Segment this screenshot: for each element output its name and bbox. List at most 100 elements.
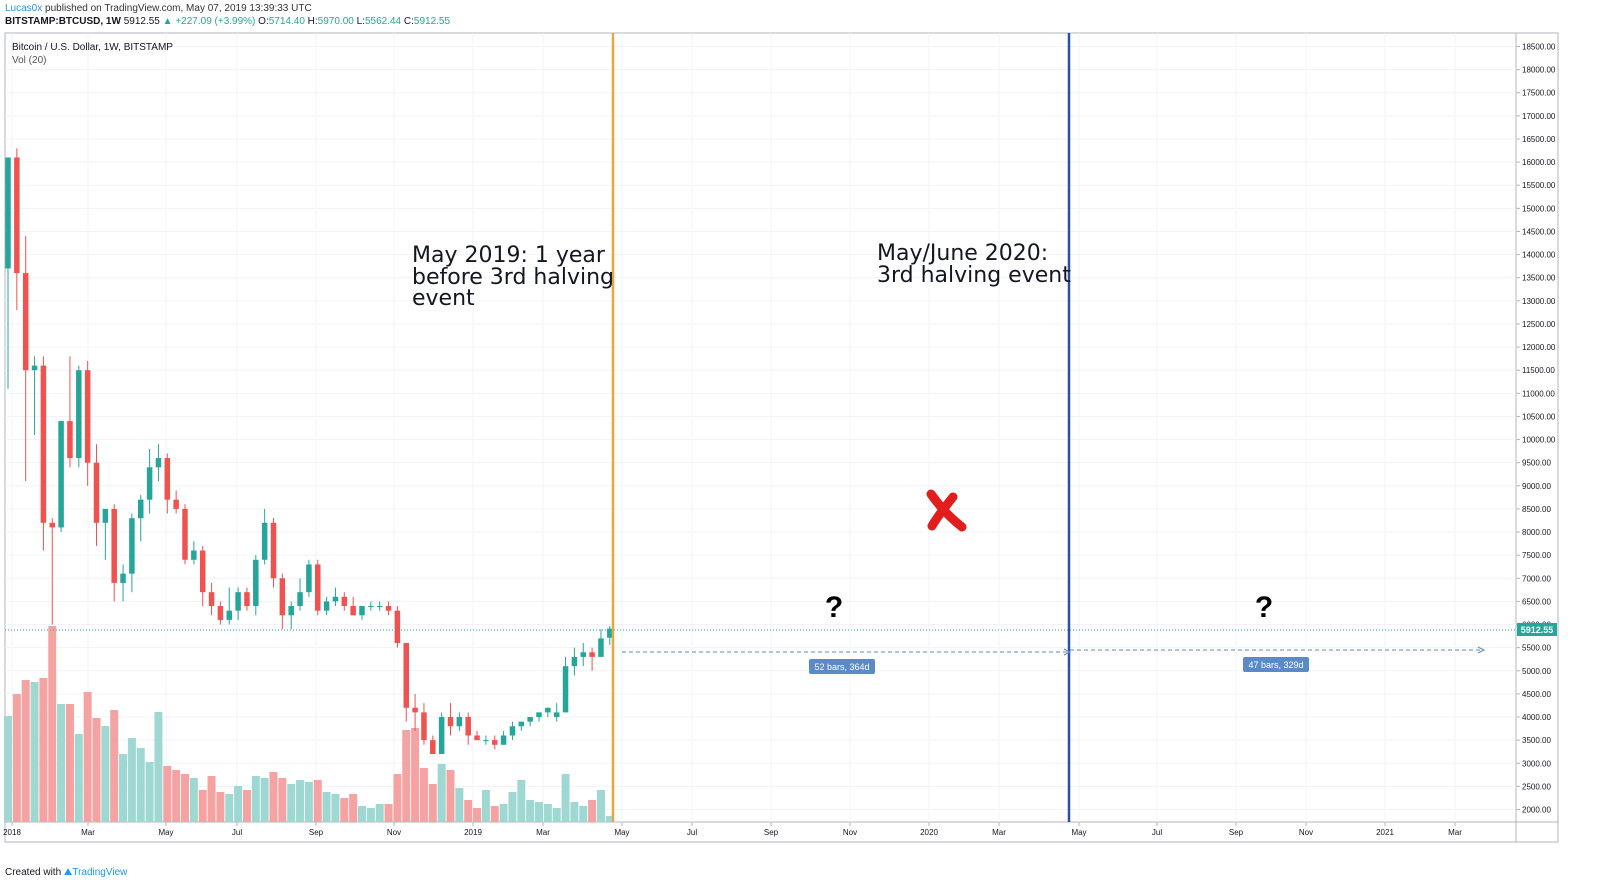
volume-bar <box>172 770 181 822</box>
volume-bar <box>278 778 287 822</box>
volume-bar <box>296 780 305 822</box>
volume-bar <box>402 730 411 822</box>
volume-bar <box>428 784 437 822</box>
volume-bar <box>384 804 393 822</box>
candle-body <box>562 666 569 713</box>
time-tick-label: May <box>158 828 173 837</box>
footer-created: Created with <box>5 867 62 878</box>
volume-bar <box>57 704 66 822</box>
price-tick-label: 7500.00 <box>1522 551 1551 560</box>
candle-body <box>146 467 153 500</box>
volume-bar <box>605 816 614 822</box>
candle-body <box>553 712 560 718</box>
question-mark-1[interactable]: ? <box>825 591 843 624</box>
volume-bar <box>251 776 260 822</box>
question-mark-2[interactable]: ? <box>1255 591 1273 624</box>
volume-bar <box>234 786 243 822</box>
candle-body <box>155 458 162 468</box>
open-label: O: <box>258 16 269 27</box>
volume-bar <box>419 768 428 822</box>
time-tick-label: May <box>1071 828 1086 837</box>
tradingview-logo-icon: ⛰ <box>63 867 73 878</box>
candle-body <box>93 462 100 523</box>
volume-bar <box>596 790 605 822</box>
range-label-1[interactable]: 52 bars, 364d <box>809 659 875 674</box>
time-tick-label: Mar <box>536 828 550 837</box>
candle-body <box>527 717 533 722</box>
footer-brand[interactable]: TradingView <box>72 867 128 878</box>
volume-bar <box>570 802 579 822</box>
low-value: 5562.44 <box>364 16 402 27</box>
note2-line2: 3rd halving event <box>877 263 1071 288</box>
candle-body <box>217 606 224 620</box>
volume-bar <box>349 794 358 822</box>
annotation-note-1[interactable]: May 2019: 1 year before 3rd halving even… <box>412 243 614 311</box>
volume-bar <box>304 782 313 822</box>
time-axis: 2018 Mar May Jul Sep Nov 2019 Mar May Jul Sep Nov 20… <box>3 822 1462 837</box>
candle-body <box>598 638 604 657</box>
volume-bar <box>375 804 384 822</box>
time-tick-label: Nov <box>1299 828 1313 837</box>
candle-body <box>84 370 91 463</box>
time-tick-label: Jul <box>1152 828 1162 837</box>
volume-bar <box>127 738 136 822</box>
volume-bar <box>4 716 12 822</box>
close-value: 5912.55 <box>413 16 451 27</box>
candle-body <box>430 740 436 755</box>
price-tick-label: 17000.00 <box>1522 112 1556 121</box>
last-price: 5912.55 <box>123 16 160 27</box>
candle-body <box>111 508 117 583</box>
volume-bar <box>74 734 83 822</box>
volume-bar <box>198 790 207 822</box>
candle-body <box>22 273 29 371</box>
price-tick-label: 12500.00 <box>1522 320 1556 329</box>
volume-bar <box>163 766 172 822</box>
volume-bar <box>225 794 234 822</box>
note1-line1: May 2019: 1 year <box>412 243 606 268</box>
volume-bar <box>242 790 251 822</box>
price-tick-label: 13000.00 <box>1522 297 1556 306</box>
range-label-1-bg <box>809 659 875 674</box>
time-tick-label: 2018 <box>3 828 21 837</box>
price-tick-label: 12000.00 <box>1522 343 1556 352</box>
author-link[interactable]: Lucas0x <box>5 3 43 14</box>
volume-bar <box>411 728 420 822</box>
candle-body <box>341 596 348 607</box>
candle-body <box>385 606 392 611</box>
time-tick-label: Nov <box>387 828 401 837</box>
footer: Created with ⛰TradingView <box>5 867 127 878</box>
candle-body <box>306 564 312 593</box>
chart-frame <box>4 32 1559 843</box>
high-value: 5970.00 <box>317 16 354 27</box>
candle-body <box>182 508 188 560</box>
annotation-note-2[interactable]: May/June 2020: 3rd halving event <box>877 241 1071 288</box>
volume-bar <box>588 800 597 822</box>
range-label-1-text: 52 bars, 364d <box>814 662 869 672</box>
price-tick-label: 15000.00 <box>1522 204 1556 213</box>
red-x-icon[interactable] <box>926 489 967 532</box>
price-tick-label: 2500.00 <box>1522 782 1551 791</box>
volume-bar <box>207 776 216 822</box>
candle-body <box>76 370 82 459</box>
price-tick-label: 11000.00 <box>1522 389 1555 398</box>
volume-bar <box>579 806 588 822</box>
range-label-2[interactable]: 47 bars, 329d <box>1243 657 1309 672</box>
time-tick-label: Sep <box>764 828 779 837</box>
time-tick-label: Mar <box>81 828 95 837</box>
date-range-arrow-1 <box>1063 648 1072 656</box>
volume-bar <box>481 790 490 822</box>
candle-body <box>191 550 197 560</box>
candle-body <box>40 365 47 523</box>
candle-body <box>226 610 232 620</box>
volume-bars <box>4 626 614 822</box>
volume-bar <box>269 772 278 822</box>
price-tick-label: 10000.00 <box>1522 436 1556 445</box>
volume-bar <box>366 808 375 822</box>
price-tick-label: 16500.00 <box>1522 135 1556 144</box>
price-tick-label: 3500.00 <box>1522 736 1551 745</box>
volume-bar <box>508 792 517 822</box>
price-tick-label: 16000.00 <box>1522 158 1556 167</box>
candle-body <box>509 726 516 736</box>
candle-body <box>164 458 171 500</box>
